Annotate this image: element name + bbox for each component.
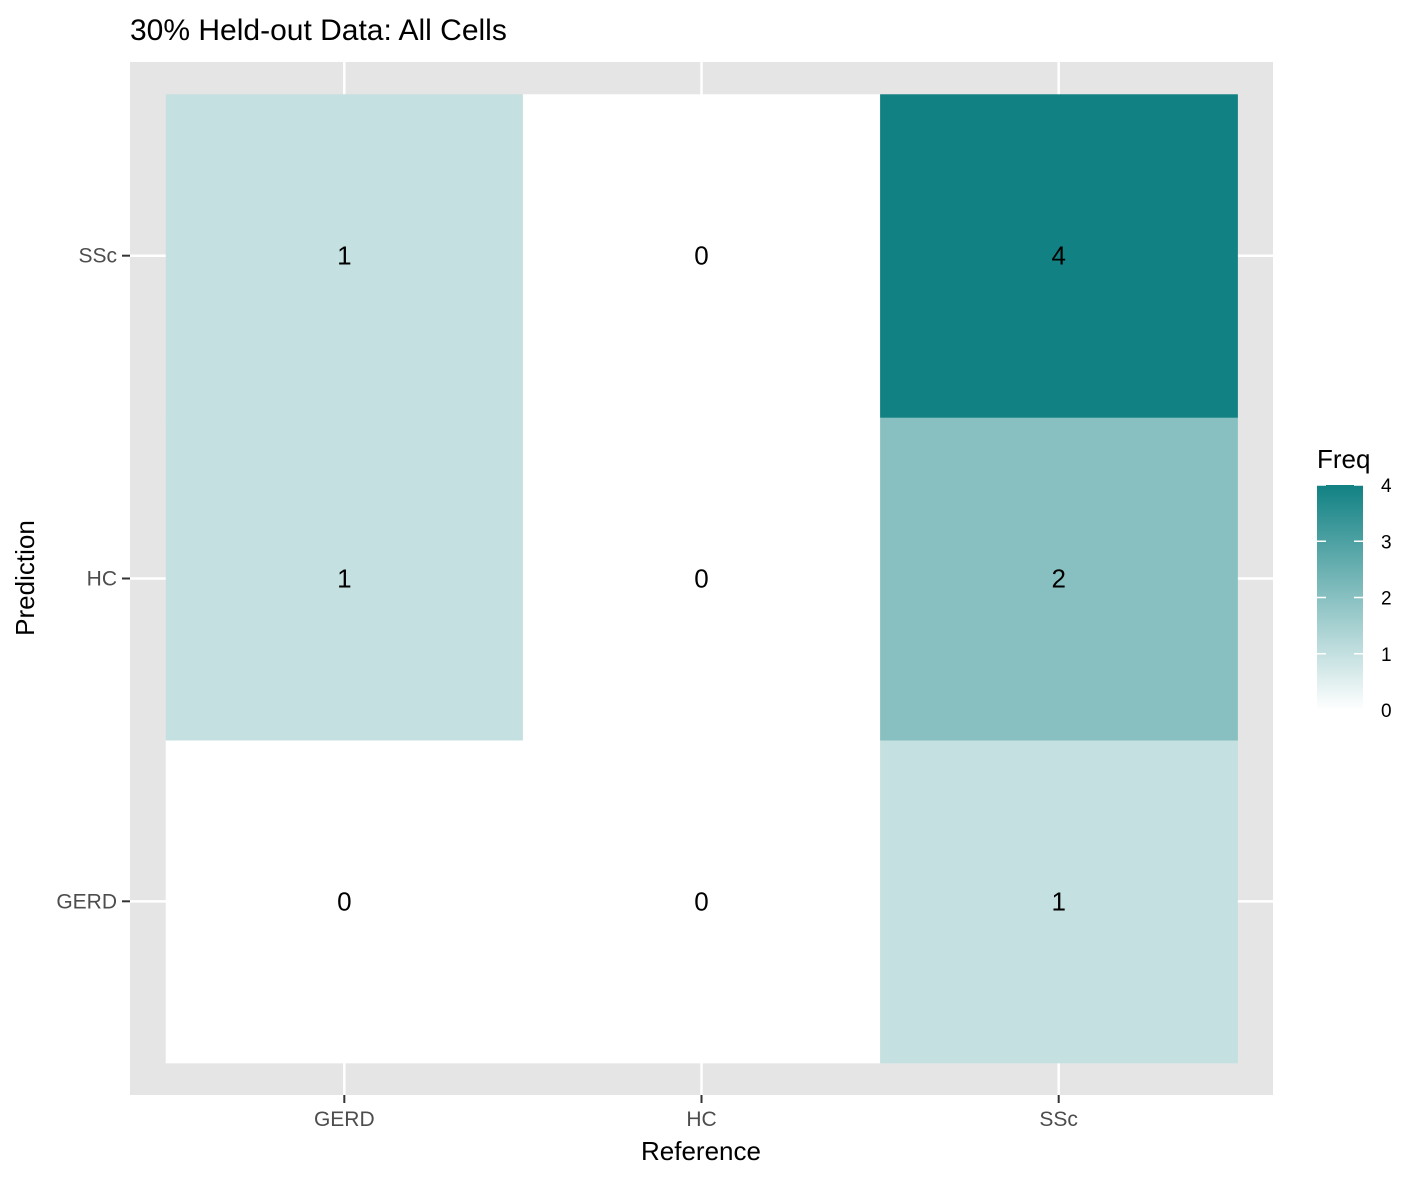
cell-value-label: 1 xyxy=(1051,886,1065,916)
cell-value-label: 4 xyxy=(1051,241,1065,271)
cell-value-label: 0 xyxy=(694,886,708,916)
cell-value-label: 0 xyxy=(337,886,351,916)
legend-tick-label: 1 xyxy=(1381,645,1392,666)
y-tick-label: SSc xyxy=(78,245,117,268)
x-tick-label: HC xyxy=(686,1108,716,1131)
x-axis-title: Reference xyxy=(641,1136,761,1166)
heatmap-cell xyxy=(522,94,881,418)
heatmap-cell xyxy=(165,94,524,418)
cell-value-label: 0 xyxy=(694,564,708,594)
heatmap-cells xyxy=(165,94,1238,1064)
cell-value-label: 1 xyxy=(337,241,351,271)
heatmap-cell xyxy=(880,417,1238,741)
heatmap-cell xyxy=(165,417,524,741)
legend-tick-label: 0 xyxy=(1381,701,1392,722)
y-axis-title: Prediction xyxy=(10,520,40,636)
heatmap-cell xyxy=(165,739,524,1064)
heatmap-cell xyxy=(880,739,1238,1064)
heatmap-cell xyxy=(522,739,881,1064)
legend-tick-label: 3 xyxy=(1381,532,1392,553)
legend-tick-label: 4 xyxy=(1381,476,1392,497)
x-tick-label: GERD xyxy=(314,1108,375,1131)
cell-value-label: 1 xyxy=(337,564,351,594)
x-tick-label: SSc xyxy=(1039,1108,1078,1131)
legend-title: Freq xyxy=(1317,444,1370,474)
cell-value-label: 0 xyxy=(694,241,708,271)
y-tick-label: HC xyxy=(87,568,117,591)
heatmap-cell xyxy=(522,417,881,741)
y-tick-label: GERD xyxy=(56,890,117,913)
cell-value-label: 2 xyxy=(1051,564,1065,594)
heatmap-cell xyxy=(880,94,1238,418)
cell-value-labels: 0 0 1 1 0 2 1 0 4 xyxy=(337,241,1066,917)
axes: GERD HC SSc GERD HC SSc xyxy=(56,245,1078,1131)
legend-tick-label: 2 xyxy=(1381,589,1392,610)
legend: Freq 0 1 2 3 4 xyxy=(1317,444,1392,722)
chart-title: 30% Held-out Data: All Cells xyxy=(130,14,507,47)
